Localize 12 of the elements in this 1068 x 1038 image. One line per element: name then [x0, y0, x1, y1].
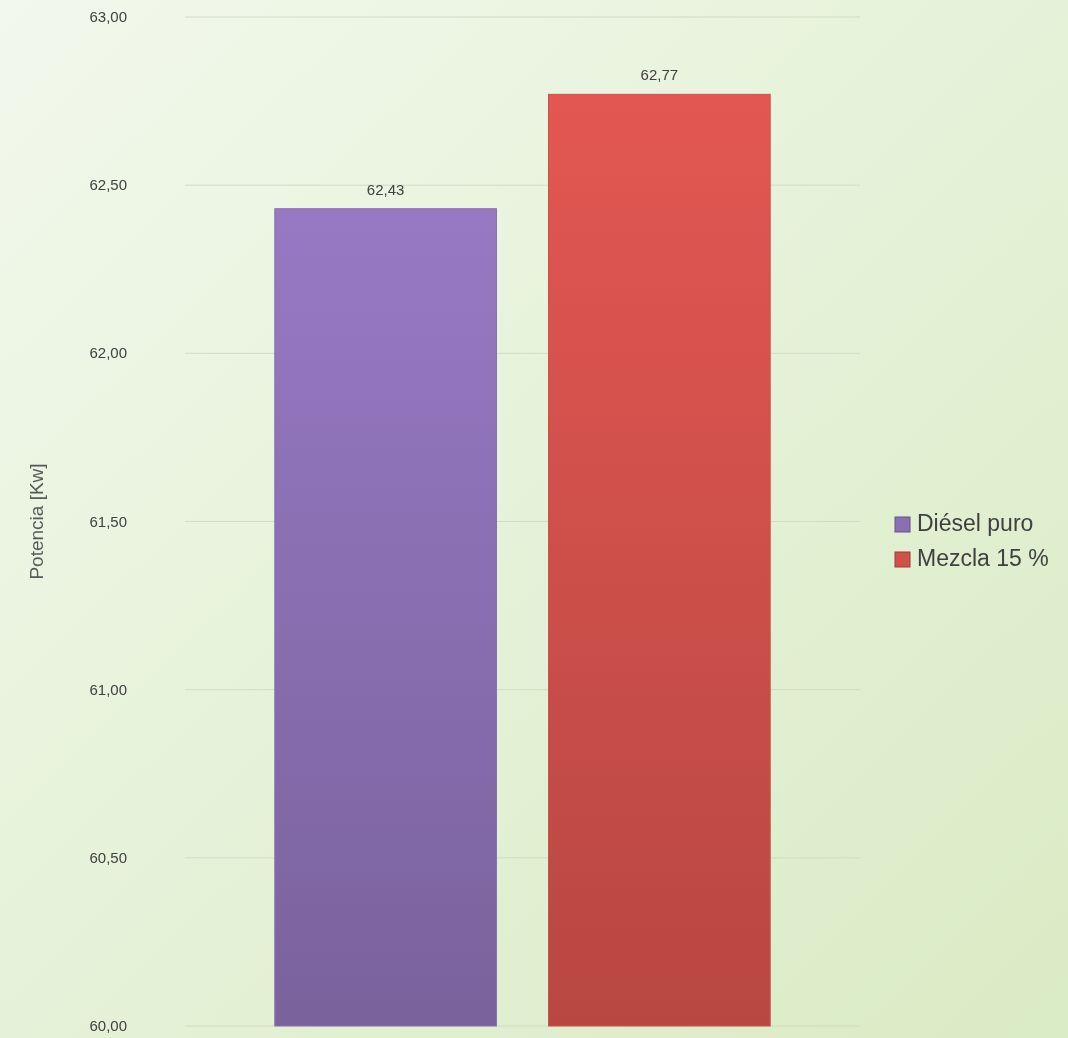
- legend-label: Mezcla 15 %: [917, 545, 1049, 571]
- data-label: 62,77: [640, 66, 679, 84]
- data-label: 62,43: [366, 180, 405, 198]
- y-axis-title: Potencia [Kw]: [26, 463, 47, 580]
- y-tick-label: 63,00: [89, 8, 127, 25]
- y-tick-label: 61,00: [89, 680, 127, 698]
- y-tick-label: 62,00: [89, 344, 127, 362]
- legend-label: Diésel puro: [917, 510, 1034, 536]
- y-tick-label: 60,50: [89, 848, 127, 866]
- y-tick-label: 61,50: [89, 512, 127, 530]
- y-tick-label: 60,00: [89, 1017, 127, 1034]
- y-tick-label: 62,50: [89, 176, 127, 194]
